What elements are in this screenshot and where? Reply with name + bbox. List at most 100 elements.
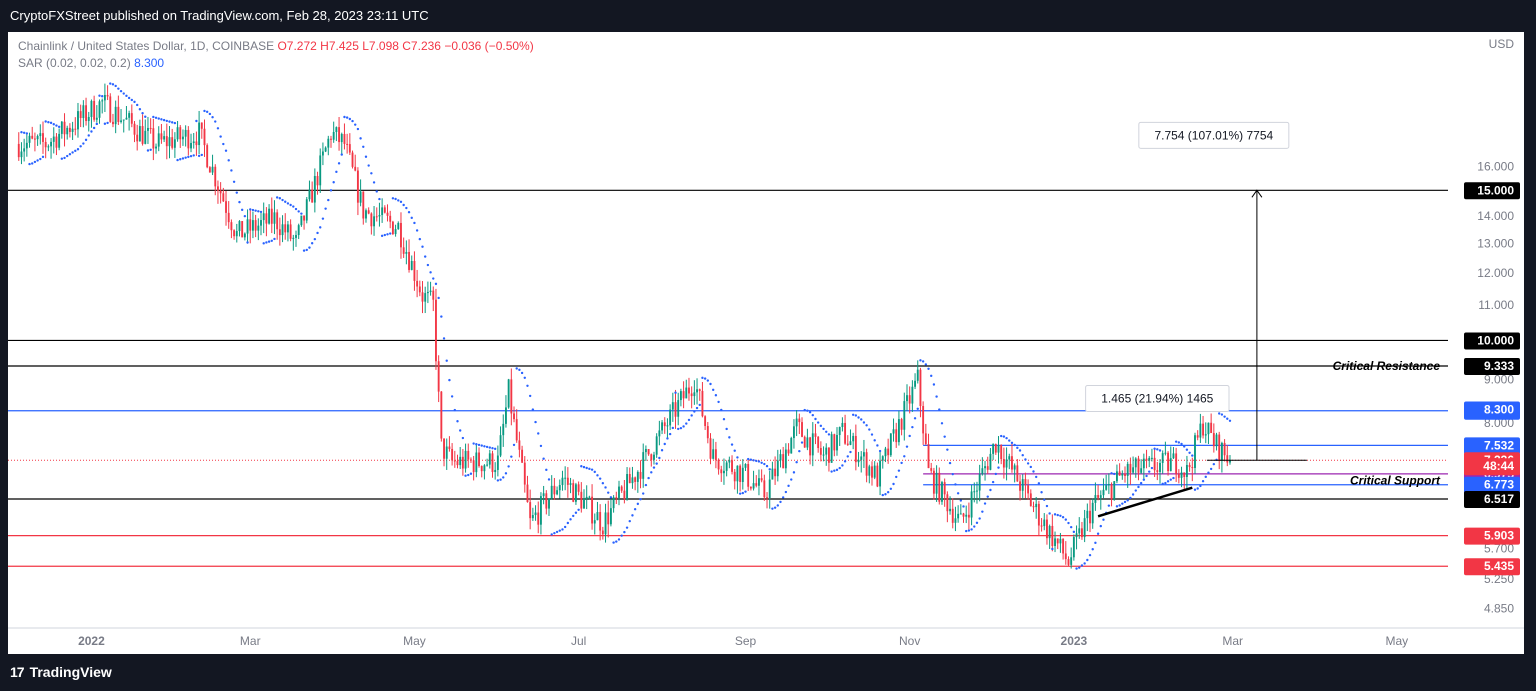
sar-dot-29 — [95, 122, 99, 126]
candle-body-354 — [970, 491, 973, 518]
sar-dot-182 — [507, 465, 510, 468]
sar-dot-262 — [722, 418, 726, 421]
candle-body-326 — [895, 429, 898, 443]
candle-body-130 — [367, 210, 370, 214]
sar-dot-164 — [458, 429, 462, 432]
sar-dot-313 — [860, 418, 863, 421]
sar-dot-388 — [1061, 516, 1065, 519]
candle-body-3 — [25, 142, 28, 149]
candle-body-63 — [187, 129, 190, 149]
candle-body-155 — [435, 299, 437, 362]
sar-dot-302 — [830, 470, 833, 473]
candle-body-300 — [825, 447, 828, 455]
sar-dot-33 — [106, 121, 109, 125]
candle-body-118 — [335, 127, 338, 133]
price-axis[interactable]: USD 16.000 14.000 13.000 12.000 11.000 9.000 8.… — [1464, 37, 1520, 615]
candle-body-334 — [916, 369, 919, 381]
sar-dot-287 — [790, 478, 793, 481]
candle-body-231 — [639, 471, 642, 479]
candle-body-422 — [1153, 457, 1156, 471]
sar-dot-355 — [973, 525, 976, 528]
candle-body-227 — [628, 474, 631, 484]
sar-dot-190 — [528, 394, 532, 398]
candle-body-249 — [688, 387, 690, 394]
sar-dot-416 — [1137, 485, 1140, 489]
candle-body-361 — [989, 453, 992, 470]
sar-dot-188 — [523, 376, 526, 379]
sar-dot-118 — [335, 170, 338, 174]
level-tag-6 — [1464, 476, 1520, 494]
sar-dot-402 — [1099, 524, 1102, 528]
candle-body-166 — [464, 450, 467, 469]
candle-body-243 — [671, 402, 674, 410]
candle-body-304 — [836, 434, 838, 451]
candle-body-371 — [1016, 465, 1019, 482]
candle-body-271 — [747, 464, 750, 487]
sar-dot-395 — [1080, 564, 1084, 567]
candle-body-429 — [1172, 453, 1175, 459]
sar-dot-384 — [1051, 547, 1054, 551]
sar-dot-226 — [625, 526, 629, 529]
sar-dot-419 — [1145, 474, 1148, 478]
measure-box-0[interactable] — [1138, 121, 1290, 149]
sar-dot-210 — [582, 465, 586, 469]
sar-dot-329 — [903, 455, 906, 458]
x-tick-7: Mar — [1222, 634, 1243, 648]
sar-dot-38 — [119, 89, 123, 93]
candle-body-362 — [992, 444, 995, 454]
candle-body-192 — [534, 512, 537, 516]
candle-body-27 — [90, 100, 93, 117]
candle-body-105 — [300, 215, 303, 226]
candle-body-183 — [510, 379, 513, 414]
candle-body-391 — [1070, 557, 1073, 565]
sar-dot-271 — [746, 457, 750, 461]
y-tick-7: 5.700 — [1484, 542, 1514, 556]
sar-dot-1 — [20, 130, 23, 134]
sar-dot-183 — [510, 455, 513, 458]
tradingview-logo[interactable]: 17 TradingView — [10, 664, 112, 680]
sar-dot-301 — [827, 433, 831, 436]
candle-body-383 — [1048, 525, 1051, 539]
indicator-row: SAR (0.02, 0.02, 0.2) 8.300 — [18, 55, 534, 72]
sar-dot-426 — [1164, 481, 1167, 485]
sar-dot-390 — [1067, 521, 1070, 525]
candle-body-5 — [31, 135, 34, 139]
candle-body-244 — [674, 402, 677, 417]
sar-dot-223 — [617, 538, 621, 541]
sar-dot-303 — [833, 469, 836, 472]
sar-dot-196 — [545, 468, 548, 472]
sar-dot-116 — [329, 189, 333, 192]
candle-body-302 — [830, 434, 833, 463]
candle-body-343 — [941, 482, 943, 502]
sar-dot-109 — [310, 242, 314, 245]
candle-body-113 — [321, 151, 324, 156]
sar-dot-394 — [1078, 566, 1081, 569]
sar-dot-181 — [504, 472, 508, 475]
candle-body-128 — [362, 191, 365, 219]
candle-body-119 — [338, 127, 341, 143]
candle-body-351 — [962, 513, 965, 517]
candle-body-36 — [114, 106, 117, 125]
ascending-trendline[interactable] — [1097, 486, 1193, 518]
measure-box-1[interactable] — [1085, 384, 1230, 412]
sar-dot-81 — [235, 191, 238, 194]
sar-dot-305 — [838, 466, 841, 470]
candle-body-95 — [273, 212, 276, 224]
sar-dot-45 — [138, 108, 142, 111]
candle-body-59 — [176, 127, 179, 140]
time-axis[interactable]: 2022 Mar May Jul Sep Nov 2023 Mar May — [8, 627, 1524, 648]
candle-body-205 — [569, 483, 572, 485]
price-chart[interactable]: 7.754 (107.01%) 7754 1.465 (21.94%) 1465 C… — [8, 32, 1524, 654]
sar-dot-70 — [205, 110, 209, 114]
sar-dot-220 — [609, 496, 613, 499]
sar-dot-173 — [483, 445, 486, 448]
candle-body-150 — [421, 292, 424, 302]
sar-dot-360 — [986, 495, 989, 498]
sar-dot-128 — [362, 145, 365, 148]
sar-dot-352 — [965, 529, 968, 533]
candle-body-104 — [297, 225, 300, 236]
sar-dot-321 — [881, 493, 884, 497]
candle-body-290 — [798, 418, 801, 423]
candle-body-382 — [1046, 519, 1048, 539]
candle-body-126 — [356, 170, 359, 203]
